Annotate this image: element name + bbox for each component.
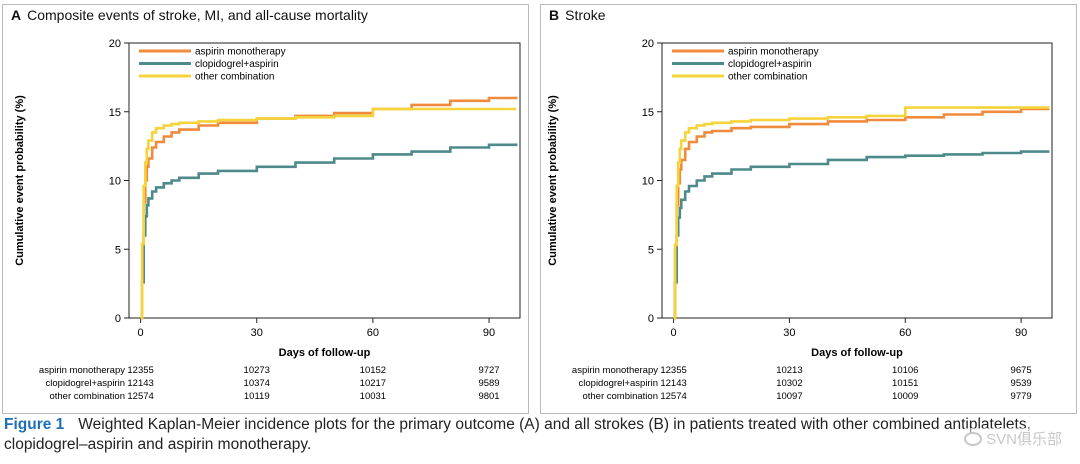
p1-y-axis-title: Cumulative event probability (%) (14, 95, 26, 266)
p1-y-tick-label: 15 (109, 107, 121, 119)
chart-a: 0 5 10 15 20 0 30 60 90 Cumulative event probabil… (14, 38, 521, 402)
p2-y-tick-label: 20 (642, 38, 654, 50)
wechat-icon (964, 431, 983, 446)
p2-risk-value: 12574 (660, 391, 686, 402)
p1-y-tick-label: 10 (109, 176, 121, 188)
p2-series-line-2 (673, 150, 1050, 320)
p1-x-tick-label: 60 (367, 327, 379, 339)
p1-risk-value: 10031 (360, 391, 386, 402)
watermark-text: SVN俱乐部 (986, 431, 1062, 448)
p1-risk-row-label: other combination (49, 391, 125, 402)
caption-text: Weighted Kaplan-Meier incidence plots fo… (4, 416, 1031, 453)
p1-risk-value: 12355 (127, 365, 153, 376)
p2-risk-value: 10151 (892, 378, 918, 389)
watermark: SVN俱乐部 (964, 428, 1062, 449)
p2-legend-label-3: other combination (728, 72, 808, 83)
figure-caption: Figure 1 Weighted Kaplan-Meier incidence … (4, 415, 1078, 455)
panel-a: A Composite events of stroke, MI, and all… (2, 4, 529, 414)
p2-risk-value: 10106 (892, 365, 918, 376)
figure-label: Figure 1 (4, 416, 65, 433)
p1-risk-value: 10273 (244, 365, 270, 376)
p2-x-tick-label: 60 (899, 327, 911, 339)
p1-series-line-2 (140, 143, 518, 320)
p1-risk-value: 10152 (360, 365, 386, 376)
p1-legend-label-1: aspirin monotherapy (195, 47, 286, 58)
p2-risk-value: 12355 (660, 365, 686, 376)
p1-risk-value: 10119 (244, 391, 270, 402)
panel-b-title-text: Stroke (565, 7, 606, 23)
p2-plot-frame (661, 42, 1053, 319)
p1-x-axis-title: Days of follow-up (279, 347, 371, 359)
p2-series-line-1 (673, 107, 1050, 320)
panel-b-label: B (549, 7, 560, 23)
p1-x-tick-label: 30 (251, 327, 263, 339)
p1-legend-label-2: clopidogrel+aspirin (195, 59, 279, 70)
p1-y-tick-label: 20 (109, 38, 121, 50)
p1-series-line-1 (140, 96, 518, 320)
p2-risk-value: 10302 (776, 378, 802, 389)
p1-risk-row-label: aspirin monotherapy (39, 365, 125, 376)
p1-plot-frame (128, 42, 521, 319)
p2-risk-value: 10097 (776, 391, 802, 402)
p2-x-tick-label: 0 (671, 327, 677, 339)
panel-a-label: A (11, 7, 22, 23)
p1-x-tick-label: 0 (138, 327, 144, 339)
p2-x-tick-label: 30 (783, 327, 795, 339)
p2-x-axis-title: Days of follow-up (811, 347, 903, 359)
p2-legend-label-2: clopidogrel+aspirin (728, 59, 812, 70)
p1-risk-value: 9801 (478, 391, 499, 402)
p2-y-tick-label: 10 (642, 176, 654, 188)
p1-risk-row-label: clopidogrel+aspirin (46, 378, 125, 389)
p2-series-line-3 (673, 106, 1050, 320)
panel-a-title-text: Composite events of stroke, MI, and all-… (27, 7, 368, 23)
p2-y-tick-label: 15 (642, 107, 654, 119)
panel-b: B Stroke 0 5 10 15 20 0 30 60 90 Cumulative event … (540, 4, 1077, 414)
p1-risk-value: 12574 (127, 391, 153, 402)
p1-y-tick-label: 0 (115, 313, 121, 325)
p2-y-tick-label: 5 (648, 244, 654, 256)
p2-risk-value: 9779 (1011, 391, 1032, 402)
p2-risk-row-label: clopidogrel+aspirin (579, 378, 658, 389)
chart-b: 0 5 10 15 20 0 30 60 90 Cumulative event probabil… (547, 38, 1053, 402)
p2-legend-label-1: aspirin monotherapy (728, 47, 819, 58)
panel-b-title: B Stroke (549, 7, 606, 23)
p2-risk-value: 10009 (892, 391, 918, 402)
p2-risk-row-label: other combination (582, 391, 658, 402)
p2-risk-value: 12143 (660, 378, 686, 389)
p1-risk-value: 12143 (127, 378, 153, 389)
p1-risk-value: 9589 (478, 378, 499, 389)
p1-risk-value: 10217 (360, 378, 386, 389)
p2-risk-value: 10213 (776, 365, 802, 376)
p2-y-axis-title: Cumulative event probability (%) (547, 95, 559, 266)
p1-y-tick-label: 5 (115, 244, 121, 256)
p1-risk-value: 9727 (478, 365, 499, 376)
p1-series-line-3 (140, 107, 517, 320)
panel-a-title: A Composite events of stroke, MI, and all… (11, 7, 368, 23)
p1-x-tick-label: 90 (483, 327, 495, 339)
p1-legend-label-3: other combination (195, 72, 275, 83)
p2-risk-row-label: aspirin monotherapy (572, 365, 658, 376)
p2-risk-value: 9539 (1011, 378, 1032, 389)
p2-risk-value: 9675 (1011, 365, 1032, 376)
p2-y-tick-label: 0 (648, 313, 654, 325)
p1-risk-value: 10374 (244, 378, 270, 389)
p2-x-tick-label: 90 (1015, 327, 1027, 339)
